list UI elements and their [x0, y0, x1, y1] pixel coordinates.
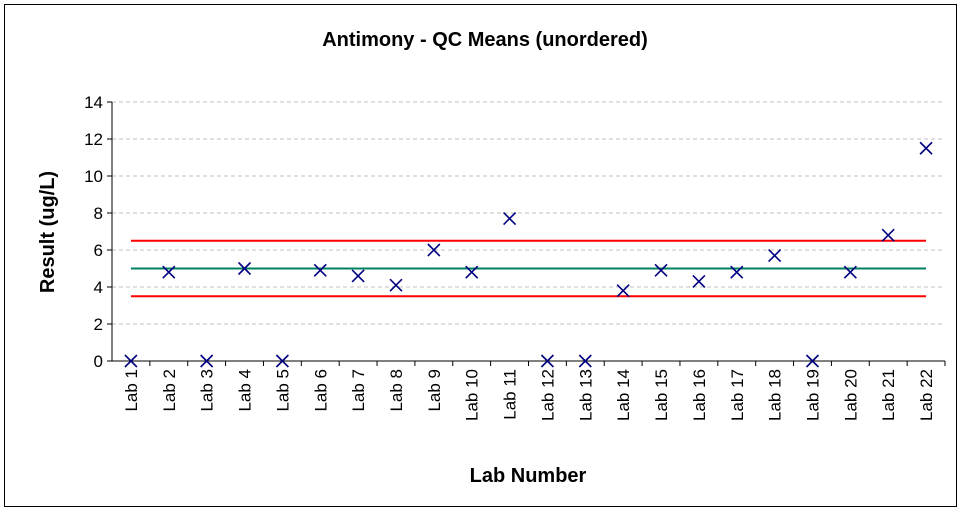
x-tick-label: Lab 9: [425, 369, 444, 412]
x-tick-label: Lab 19: [803, 369, 822, 421]
marker: [124, 354, 138, 368]
y-tick-label: 14: [84, 93, 103, 112]
marker: [730, 265, 744, 279]
y-tick-label: 2: [94, 315, 103, 334]
marker: [881, 228, 895, 242]
x-tick-label: Lab 1: [122, 369, 141, 412]
marker: [162, 265, 176, 279]
x-tick-label: Lab 15: [652, 369, 671, 421]
marker: [805, 354, 820, 368]
x-tick-label: Lab 13: [576, 369, 595, 421]
marker: [654, 263, 668, 277]
x-tick-label: Lab 6: [311, 369, 330, 412]
x-tick-label: Lab 5: [273, 369, 292, 412]
x-tick-label: Lab 12: [538, 369, 557, 421]
marker: [768, 248, 782, 263]
chart-title: Antimony - QC Means (unordered): [322, 29, 648, 51]
marker: [465, 265, 479, 279]
x-tick-label: Lab 22: [917, 369, 936, 421]
y-tick-label: 6: [94, 241, 103, 260]
y-tick-label: 10: [84, 167, 103, 186]
y-tick-label: 4: [94, 278, 103, 297]
marker: [692, 274, 706, 289]
x-tick-label: Lab 21: [879, 369, 898, 421]
y-tick-label: 12: [84, 130, 103, 149]
marker: [389, 278, 403, 292]
marker: [540, 354, 554, 368]
x-tick-label: Lab 8: [387, 369, 406, 412]
marker: [427, 243, 441, 257]
x-tick-label: Lab 20: [841, 369, 860, 421]
x-tick-label: Lab 16: [690, 369, 709, 421]
x-tick-label: Lab 17: [728, 369, 747, 421]
y-tick-label: 0: [94, 352, 103, 371]
x-tick-label: Lab 3: [198, 369, 217, 412]
marker: [313, 263, 327, 277]
x-tick-label: Lab 18: [766, 369, 785, 421]
x-axis-title: Lab Number: [470, 465, 587, 487]
x-tick-label: Lab 10: [463, 369, 482, 421]
y-tick-label: 8: [94, 204, 103, 223]
marker: [351, 269, 365, 283]
marker: [503, 211, 517, 226]
x-tick-label: Lab 2: [160, 369, 179, 412]
y-axis-title: Result (ug/L): [37, 171, 59, 293]
marker: [578, 354, 592, 368]
marker: [200, 354, 214, 368]
chart-border: [4, 4, 957, 507]
x-tick-label: Lab 4: [236, 369, 255, 412]
marker: [616, 284, 630, 298]
x-tick-label: Lab 7: [349, 369, 368, 412]
x-tick-label: Lab 14: [614, 369, 633, 421]
marker: [275, 354, 289, 368]
marker: [919, 141, 933, 155]
x-tick-label: Lab 11: [501, 369, 520, 420]
marker: [843, 265, 857, 279]
marker: [237, 261, 252, 276]
